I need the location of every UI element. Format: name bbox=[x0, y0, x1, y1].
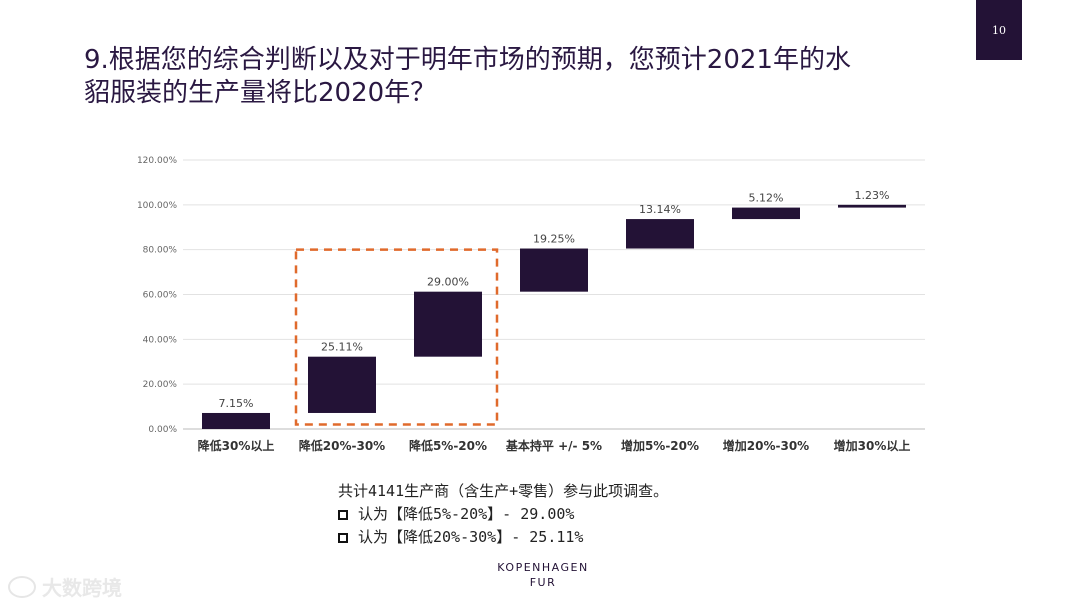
y-tick-label: 100.00% bbox=[137, 201, 177, 211]
data-label: 29.00% bbox=[427, 276, 469, 289]
watermark-text: 大数跨境 bbox=[42, 576, 122, 600]
x-tick-label: 增加5%-20% bbox=[621, 438, 699, 453]
checkbox-icon bbox=[338, 532, 348, 543]
y-tick-label: 40.00% bbox=[143, 335, 178, 345]
x-tick-label: 降低5%-20% bbox=[409, 438, 487, 453]
x-tick-label: 基本持平 +/- 5% bbox=[505, 438, 602, 453]
data-label: 19.25% bbox=[533, 233, 575, 246]
y-tick-label: 60.00% bbox=[143, 291, 178, 301]
x-tick-label: 增加20%-30% bbox=[723, 438, 809, 453]
bar bbox=[838, 204, 906, 208]
checkbox-icon bbox=[338, 509, 348, 520]
note-item-text: 认为【降低20%-30%】- 25.11% bbox=[358, 528, 584, 546]
bar bbox=[308, 356, 376, 413]
waterfall-chart: 0.00% 20.00% 40.00% 60.00% 80.00% 100.00% 120.… bbox=[137, 156, 925, 453]
y-tick-label: 20.00% bbox=[143, 380, 178, 390]
title-line-2: 貂服装的生产量将比2020年？ bbox=[84, 78, 437, 108]
note-item-text: 认为【降低5%-20%】- 29.00% bbox=[358, 505, 575, 523]
survey-note: 共计4141生产商（含生产+零售）参与此项调查。 认为【降低5%-20%】- 2… bbox=[338, 480, 668, 549]
x-tick-label: 降低20%-30% bbox=[299, 438, 385, 453]
x-tick-label: 增加30%以上 bbox=[834, 438, 911, 453]
y-tick-label: 120.00% bbox=[137, 156, 177, 166]
highlight-box bbox=[294, 248, 499, 426]
logo-line-2: FUR bbox=[529, 576, 557, 589]
bar bbox=[626, 219, 694, 249]
bar bbox=[732, 207, 800, 220]
data-label: 7.15% bbox=[219, 397, 254, 410]
watermark-icon bbox=[8, 575, 36, 598]
y-tick-label: 0.00% bbox=[148, 425, 177, 435]
logo-line-1: KOPENHAGEN bbox=[497, 561, 589, 574]
x-tick-label: 降低30%以上 bbox=[198, 438, 275, 453]
data-label: 13.14% bbox=[639, 203, 681, 216]
watermark: 大数跨境 bbox=[8, 572, 122, 601]
title-line-1: 9.根据您的综合判断以及对于明年市场的预期，您预计2021年的水 bbox=[84, 45, 851, 75]
bar bbox=[202, 412, 270, 429]
data-label: 1.23% bbox=[855, 189, 890, 202]
y-tick-label: 80.00% bbox=[143, 246, 178, 256]
kopenhagen-fur-logo: KOPENHAGEN FUR bbox=[488, 560, 598, 590]
note-item: 认为【降低20%-30%】- 25.11% bbox=[338, 526, 668, 549]
page-number: 10 bbox=[976, 0, 1022, 60]
note-summary: 共计4141生产商（含生产+零售）参与此项调查。 bbox=[338, 482, 669, 500]
data-label: 5.12% bbox=[749, 192, 784, 205]
bar bbox=[520, 248, 588, 292]
bar bbox=[414, 291, 482, 357]
note-item: 认为【降低5%-20%】- 29.00% bbox=[338, 503, 668, 526]
page-title: 9.根据您的综合判断以及对于明年市场的预期，您预计2021年的水 貂服装的生产量… bbox=[84, 44, 984, 110]
data-label: 25.11% bbox=[321, 341, 363, 354]
